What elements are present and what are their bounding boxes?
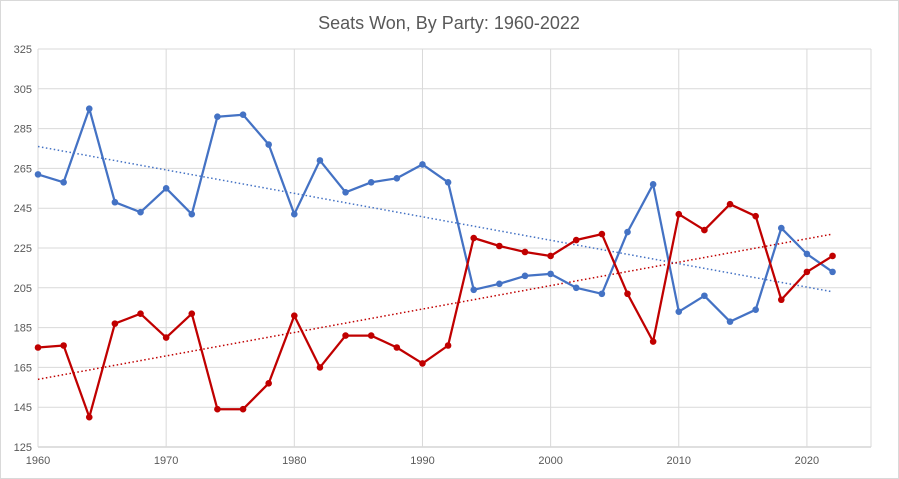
x-axis-ticks: 1960 1970 1980 1990 2000 2010 2020 (26, 455, 819, 467)
y-tick-label: 325 (14, 44, 32, 56)
data-point (214, 405, 221, 413)
data-point (367, 179, 375, 186)
gridlines (37, 48, 872, 448)
data-point (496, 280, 503, 288)
data-point (111, 198, 119, 206)
data-point (342, 332, 349, 339)
y-tick-label: 305 (14, 84, 32, 96)
x-tick-label: 1990 (410, 455, 434, 467)
data-point (496, 242, 503, 250)
data-point (624, 228, 631, 236)
data-point (547, 270, 554, 278)
data-point (649, 338, 657, 345)
data-point (419, 161, 426, 168)
data-point (547, 252, 554, 260)
data-point (60, 342, 67, 349)
chart-title: Seats Won, By Party: 1960-2022 (318, 13, 580, 33)
x-tick-label: 1970 (154, 455, 178, 467)
y-tick-label: 225 (14, 243, 32, 255)
y-axis-ticks: 125 145 165 185 205 225 245 265 285 305 325 (14, 44, 32, 454)
data-point (316, 364, 324, 371)
x-tick-label: 1980 (282, 455, 306, 467)
data-point (188, 310, 196, 317)
y-tick-label: 205 (14, 283, 32, 295)
data-point (521, 248, 529, 256)
x-tick-label: 2000 (538, 455, 562, 467)
y-tick-label: 145 (14, 402, 32, 414)
data-point (34, 171, 42, 178)
series-line-2 (37, 203, 834, 419)
data-point (521, 272, 529, 280)
data-point (214, 113, 221, 120)
y-tick-label: 185 (14, 323, 32, 335)
x-tick-label: 1960 (26, 455, 50, 467)
trendline-1 (37, 145, 833, 293)
series-points (34, 105, 836, 421)
x-tick-label: 2020 (795, 455, 819, 467)
data-point (470, 286, 478, 294)
data-point (649, 181, 657, 188)
trendline-2 (37, 233, 833, 381)
data-point (726, 318, 734, 325)
data-point (470, 234, 478, 242)
data-point (803, 268, 811, 276)
data-point (137, 310, 144, 317)
data-point (111, 320, 119, 327)
data-point (701, 292, 708, 300)
y-tick-label: 245 (14, 203, 32, 215)
data-point (598, 230, 606, 238)
data-point (572, 284, 580, 292)
data-point (85, 105, 93, 112)
data-point (752, 212, 759, 220)
data-point (393, 175, 401, 182)
data-point (777, 296, 785, 304)
data-point (239, 405, 247, 413)
data-point (726, 200, 734, 208)
data-point (598, 290, 606, 298)
data-point (34, 344, 42, 351)
data-point (137, 208, 144, 216)
data-point (444, 342, 452, 349)
data-point (60, 179, 67, 186)
data-point (777, 224, 785, 232)
data-point (701, 226, 708, 234)
data-point (444, 179, 452, 186)
data-point (316, 157, 324, 164)
data-point (367, 332, 375, 339)
data-point (162, 185, 170, 192)
data-point (752, 306, 759, 313)
data-point (342, 188, 349, 196)
data-point (572, 236, 580, 244)
trendlines (37, 145, 833, 381)
data-point (162, 334, 170, 341)
data-point (829, 252, 836, 260)
data-point (393, 344, 401, 351)
y-tick-label: 265 (14, 163, 32, 175)
data-point (675, 210, 683, 218)
series-lines (37, 107, 834, 419)
data-point (675, 308, 683, 315)
data-point (829, 268, 836, 276)
series-line-1 (37, 107, 834, 323)
y-tick-label: 125 (14, 442, 32, 454)
y-tick-label: 165 (14, 362, 32, 374)
data-point (803, 250, 811, 258)
data-point (419, 360, 426, 367)
y-tick-label: 285 (14, 124, 32, 136)
data-point (265, 141, 272, 148)
data-point (291, 312, 298, 319)
data-point (85, 413, 93, 421)
data-point (188, 210, 196, 218)
data-point (265, 380, 272, 387)
data-point (239, 111, 247, 118)
x-tick-label: 2010 (667, 455, 691, 467)
data-point (291, 210, 298, 218)
data-point (624, 290, 631, 298)
